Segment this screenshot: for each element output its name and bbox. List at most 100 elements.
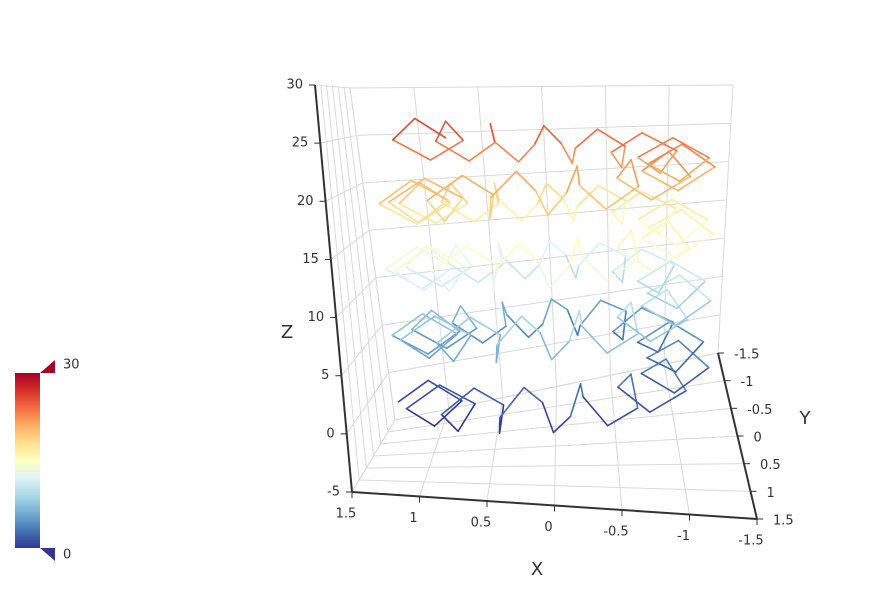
line-segment: [426, 174, 464, 202]
z-tick-label: -5: [327, 485, 340, 500]
line-segment: [506, 314, 530, 339]
line-segment: [417, 199, 449, 224]
line-segment: [671, 198, 709, 221]
line-segment: [452, 334, 472, 363]
line-segment: [472, 203, 500, 223]
line-segment: [543, 124, 562, 144]
line-segment: [641, 132, 678, 152]
line-segment: [416, 246, 454, 268]
line-segment: [566, 308, 579, 337]
x-tick-label: 1: [409, 511, 417, 526]
line-segment: [473, 387, 505, 406]
z-tick-label: 0: [326, 426, 334, 441]
line-segment: [582, 396, 609, 427]
line-segment: [399, 339, 430, 360]
line-segment: [658, 207, 677, 234]
line-segment: [537, 261, 551, 289]
line-segment: [404, 266, 443, 288]
line-segment: [636, 320, 671, 344]
line-segment: [606, 407, 639, 427]
line-segment: [674, 299, 712, 327]
line-segment: [647, 143, 683, 165]
line-segment: [502, 256, 526, 280]
line-segment: [636, 218, 661, 234]
visual-map-max: 30: [63, 358, 80, 373]
line-segment: [449, 182, 469, 205]
line-segment: [673, 366, 710, 394]
line-segment: [499, 386, 525, 419]
line-segment: [392, 139, 432, 161]
line-segment: [630, 301, 639, 335]
line-segment: [616, 301, 632, 319]
line-segment: [617, 373, 632, 388]
line-segment: [521, 203, 538, 222]
line-segment: [489, 170, 518, 199]
line-segment: [616, 316, 652, 343]
line-segment: [489, 122, 496, 144]
line-segment: [378, 203, 418, 225]
line-segment: [444, 120, 465, 142]
line-segment: [411, 309, 433, 331]
line-segment: [539, 240, 550, 266]
z-axis-title: Z: [281, 322, 293, 343]
line-segment: [392, 117, 416, 141]
line-segment: [393, 246, 431, 272]
line-segment: [566, 238, 580, 269]
grid-line: [382, 275, 723, 326]
axis-line: [314, 84, 353, 493]
line-3d: [378, 117, 716, 434]
line-segment: [680, 208, 714, 235]
grid-line: [717, 84, 734, 354]
y-tick-label: 0: [754, 431, 762, 446]
line-segment: [676, 166, 716, 192]
grid-line: [320, 134, 357, 144]
line-segment: [384, 246, 418, 270]
line-segment: [560, 142, 574, 165]
line-segment: [524, 263, 541, 280]
line-segment: [547, 192, 568, 216]
line-segment: [431, 270, 450, 293]
y-tick-label: 1.5: [773, 514, 794, 529]
grid-line: [330, 229, 370, 260]
line-segment: [435, 342, 455, 363]
visual-map-handle[interactable]: [40, 360, 55, 373]
line-segment: [440, 387, 475, 416]
line-segment: [641, 170, 679, 192]
x-tick-label: -1.5: [738, 534, 763, 549]
grid-line: [335, 277, 377, 318]
line-segment: [440, 413, 459, 433]
line-segment: [440, 182, 452, 203]
line-segment: [577, 242, 601, 268]
line-segment: [640, 358, 667, 375]
line-segment: [391, 334, 429, 355]
line-segment: [578, 184, 607, 210]
line-segment: [517, 144, 536, 163]
line-segment: [515, 170, 537, 192]
line-segment: [454, 244, 474, 268]
line-segment: [636, 280, 660, 294]
line-segment: [579, 254, 608, 282]
line-segment: [501, 301, 507, 328]
line-segment: [576, 165, 581, 187]
line-segment: [571, 147, 576, 165]
line-segment: [494, 141, 520, 163]
line-segment: [658, 264, 676, 294]
line-segment: [493, 243, 520, 273]
line-segment: [581, 325, 608, 354]
visual-map-handle[interactable]: [40, 548, 55, 561]
line-segment: [427, 330, 461, 355]
z-tick-label: 10: [308, 310, 325, 325]
grid-line: [346, 372, 389, 435]
grid-line: [541, 86, 557, 387]
y-axis-title: Y: [799, 408, 812, 429]
line-segment: [413, 117, 447, 139]
line-segment: [575, 265, 580, 279]
x-tick-label: 0: [544, 520, 552, 535]
line-segment: [640, 248, 676, 266]
line-segment: [611, 190, 643, 214]
line-segment: [451, 305, 462, 324]
line-segment: [620, 145, 626, 169]
z-tick-label: 5: [321, 368, 329, 383]
z-tick-label: 15: [302, 252, 319, 267]
x-axis-title: X: [531, 559, 543, 580]
